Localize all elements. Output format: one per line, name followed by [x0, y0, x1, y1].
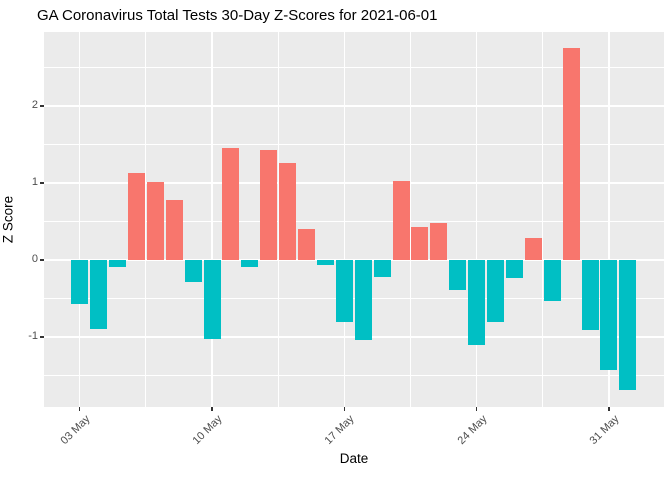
gridline-major-vertical [608, 32, 610, 407]
bar [449, 259, 467, 290]
bar [71, 259, 89, 304]
gridline-minor-vertical [145, 32, 147, 407]
x-axis-tick [211, 407, 213, 411]
bar [411, 226, 429, 260]
gridline-minor-vertical [277, 32, 279, 407]
x-axis-tick-label: 17 May [322, 413, 357, 447]
y-axis-tick [40, 259, 44, 261]
gridline-minor-horizontal [44, 297, 664, 299]
bar [184, 259, 202, 283]
y-axis-title: Z Score [0, 195, 16, 244]
bar [90, 259, 108, 330]
gridline-major-vertical [343, 32, 346, 407]
gridline-minor-horizontal [44, 66, 664, 68]
bar [392, 181, 410, 260]
bar [581, 259, 599, 330]
bar [165, 199, 183, 260]
gridline-major-horizontal [44, 105, 664, 107]
gridline-major-horizontal [44, 336, 664, 338]
gridline-minor-vertical [542, 32, 544, 407]
y-axis-tick [40, 105, 44, 107]
chart-title: GA Coronavirus Total Tests 30-Day Z-Scor… [37, 7, 438, 24]
y-axis-tick [40, 336, 44, 338]
bar [241, 259, 259, 267]
gridline-minor-horizontal [44, 143, 664, 145]
bar [316, 259, 334, 265]
x-axis-tick-label: 10 May [190, 413, 225, 447]
x-axis-tick-label: 24 May [455, 413, 490, 447]
bar [543, 259, 561, 301]
x-axis-tick [79, 407, 81, 411]
x-axis-title: Date [339, 451, 369, 466]
bar [146, 182, 164, 260]
gridline-major-horizontal [44, 259, 664, 261]
bar [298, 229, 316, 260]
bar [430, 222, 448, 260]
x-axis-tick [476, 407, 478, 411]
gridline-minor-vertical [410, 32, 412, 407]
y-axis-tick-label: 0 [31, 253, 38, 266]
y-axis-tick-label: 2 [31, 99, 38, 112]
bar [222, 148, 240, 260]
y-axis-tick-label: -1 [28, 330, 38, 343]
y-axis-tick-label: 1 [31, 176, 38, 189]
plot-panel [44, 32, 664, 407]
bar [373, 259, 391, 277]
gridline-major-vertical [79, 32, 81, 407]
bar [335, 259, 353, 322]
bar [468, 259, 486, 345]
bar [524, 237, 542, 260]
gridline-major-horizontal [44, 182, 664, 184]
bar [600, 259, 618, 371]
bar [354, 259, 372, 340]
gridline-major-vertical [211, 32, 213, 407]
bar [279, 162, 297, 260]
bar [127, 172, 145, 260]
bar [619, 259, 637, 391]
x-axis-tick-label: 03 May [58, 413, 93, 447]
gridline-minor-horizontal [44, 374, 664, 376]
bar [487, 259, 505, 323]
bar [562, 48, 580, 260]
x-axis-tick-label: 31 May [587, 413, 622, 447]
bar [260, 149, 278, 260]
y-axis-tick [40, 182, 44, 184]
bar [109, 259, 127, 267]
bar [505, 259, 523, 279]
x-axis-tick [608, 407, 610, 411]
x-axis-tick [343, 407, 345, 411]
gridline-minor-horizontal [44, 220, 664, 222]
gridline-major-vertical [475, 32, 478, 407]
bar [203, 259, 221, 340]
